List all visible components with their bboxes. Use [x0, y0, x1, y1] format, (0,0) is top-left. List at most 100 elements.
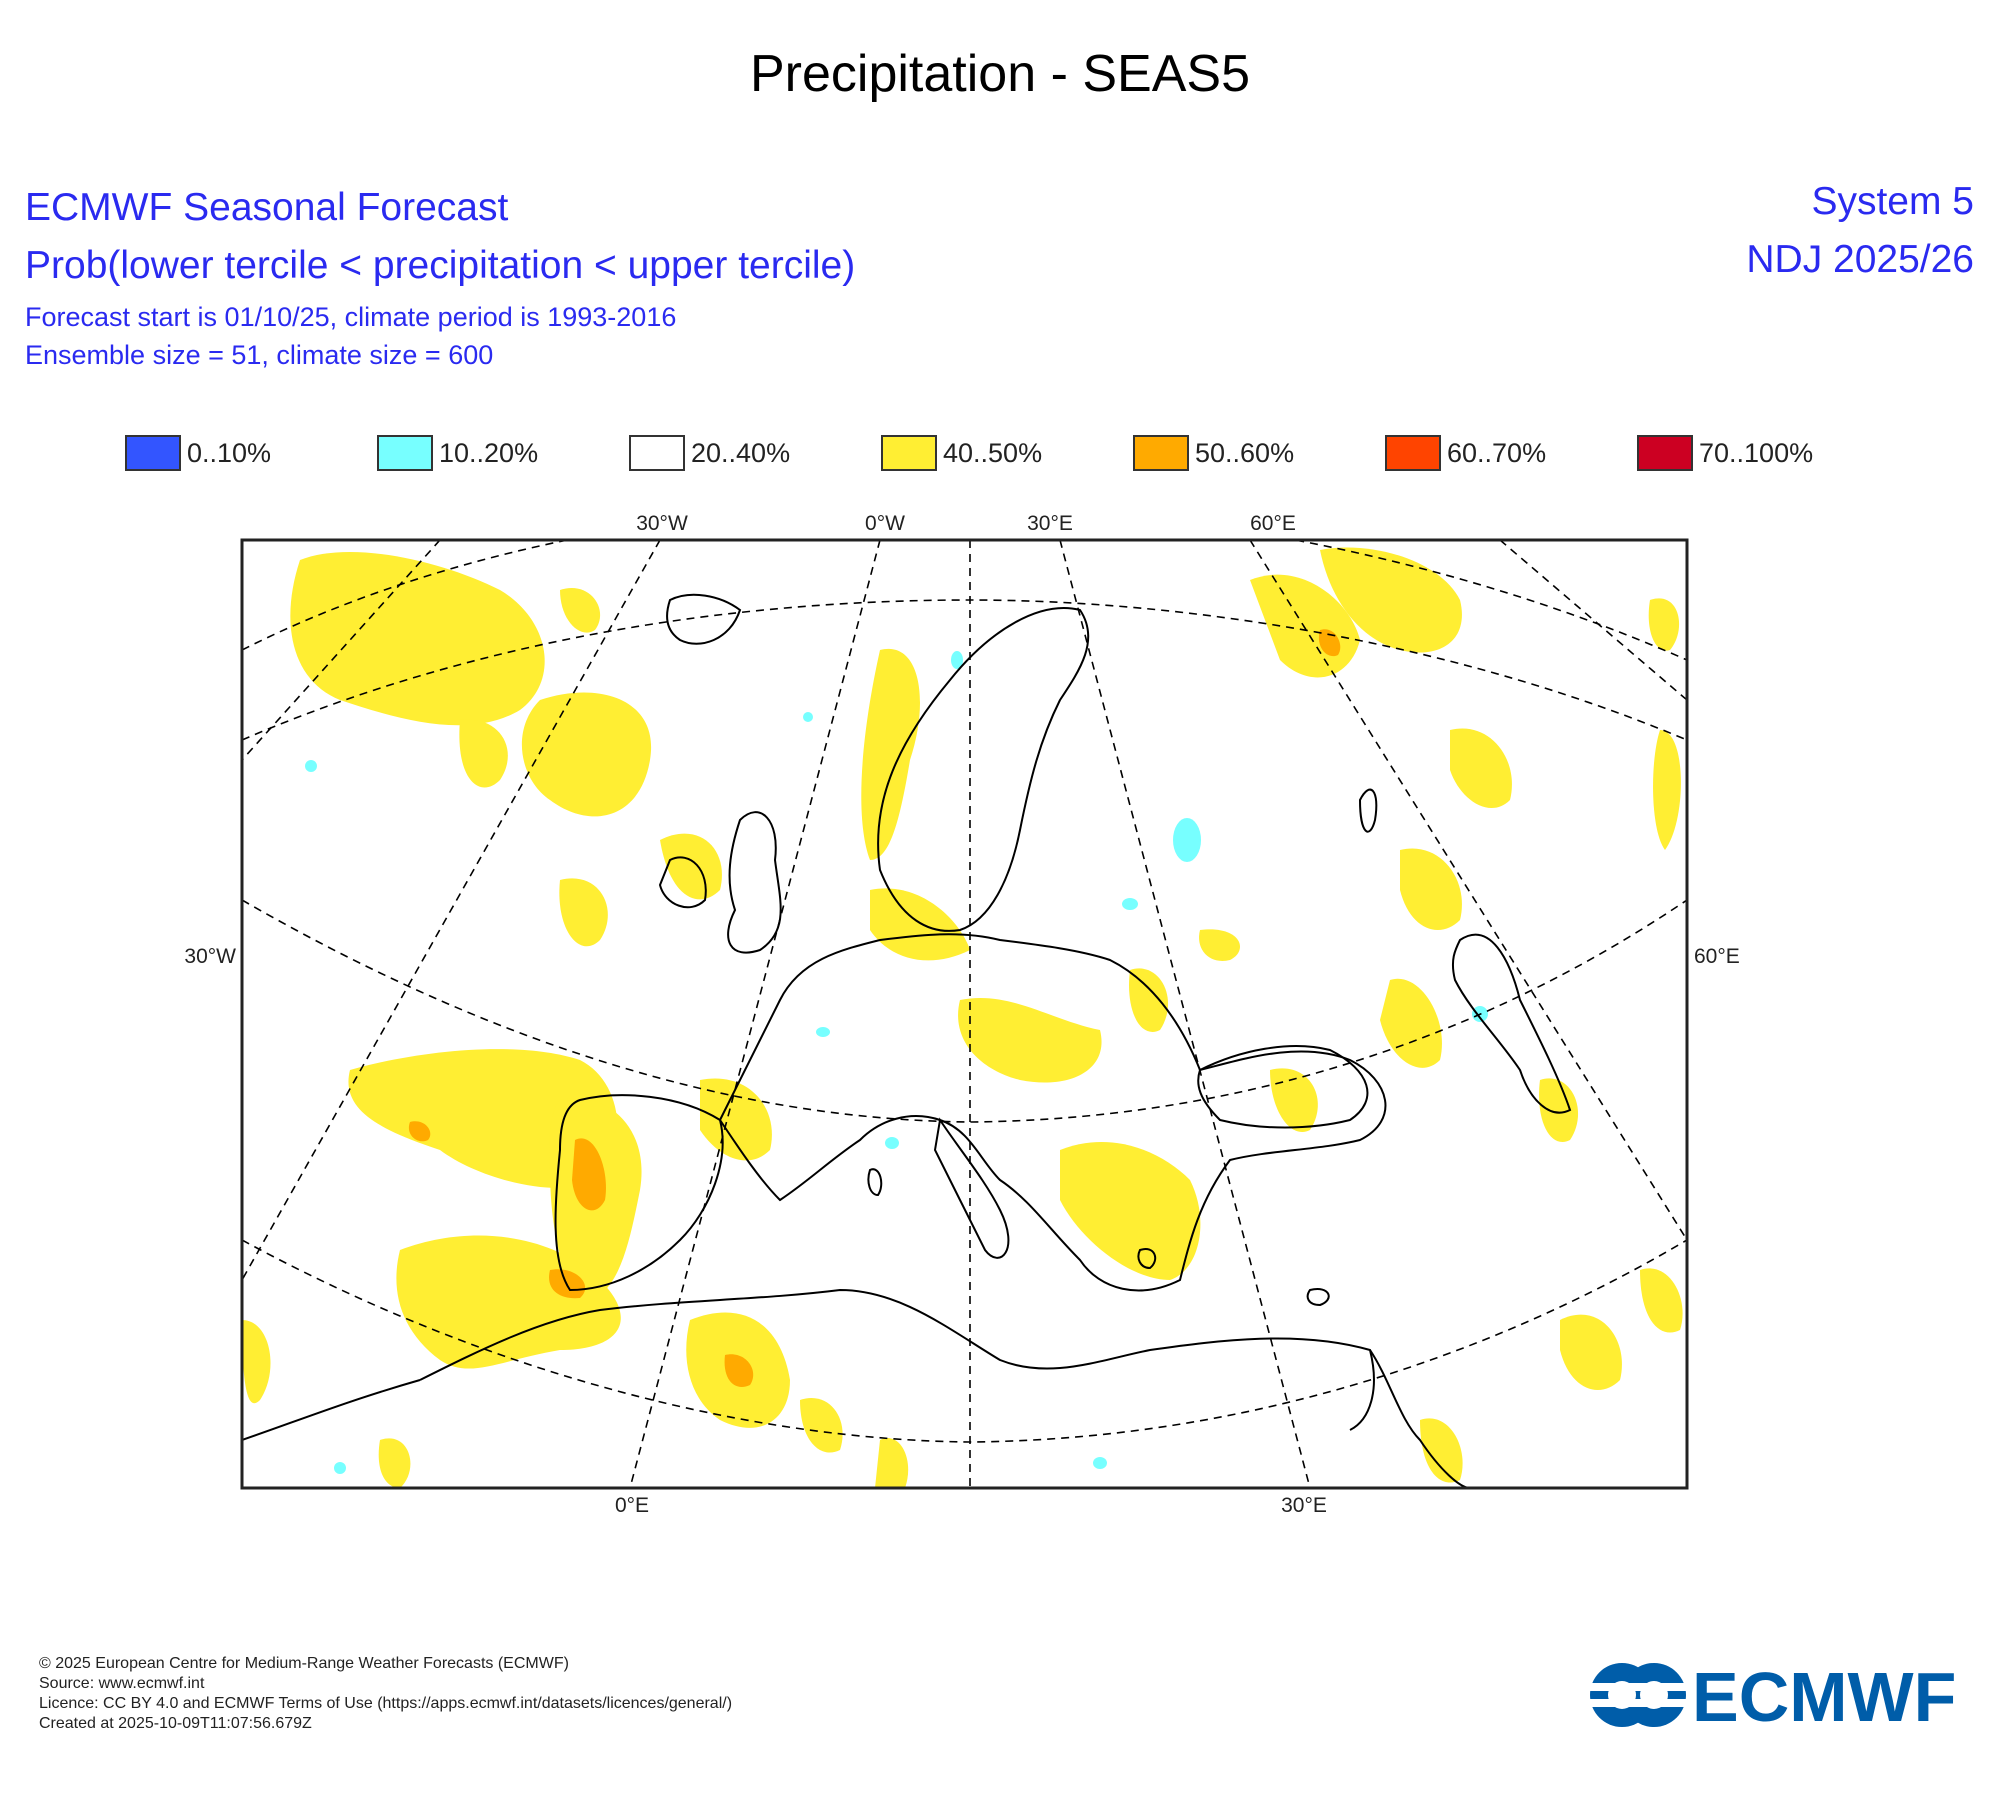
region-morocco	[396, 1235, 621, 1369]
region-denmark	[870, 888, 970, 961]
region-east-lobe	[1653, 730, 1681, 850]
low-ukraine	[1122, 898, 1138, 910]
low-france	[816, 1027, 830, 1037]
low-alps	[885, 1137, 899, 1149]
region-black-sea-south	[1539, 1078, 1579, 1142]
region-russia-east	[1400, 848, 1462, 930]
coast-italy	[933, 1117, 1010, 1259]
legend-swatch	[1385, 435, 1441, 471]
low-north-atlantic	[803, 712, 813, 722]
region-north-atlantic	[290, 551, 545, 726]
region-iran-north	[1640, 1268, 1683, 1333]
footer-licence: Licence: CC BY 4.0 and ECMWF Terms of Us…	[39, 1695, 733, 1712]
region-libya	[800, 1398, 843, 1453]
graticule-lat-30	[340, 1487, 1600, 1488]
ensemble-info: Ensemble size = 51, climate size = 600	[25, 340, 494, 370]
graticule-lat-70	[242, 540, 1687, 661]
period-label: NDJ 2025/26	[1746, 238, 1974, 281]
ecmwf-logo: ECMWF	[1588, 1658, 1956, 1735]
footer-copyright: © 2025 European Centre for Medium-Range …	[39, 1655, 569, 1672]
region-arabia	[1420, 1418, 1463, 1483]
label-left-30w: 30°W	[184, 945, 236, 968]
footer-created: Created at 2025-10-09T11:07:56.679Z	[39, 1715, 312, 1732]
label-top-30w: 30°W	[636, 512, 688, 535]
graticule-lon-30e	[1059, 540, 1311, 1488]
graticule-lat-50	[242, 899, 1687, 1123]
legend-swatch	[1133, 435, 1189, 471]
region-baltic-east	[1199, 929, 1240, 961]
region-russia-central	[1129, 968, 1169, 1032]
low-russia	[1173, 818, 1201, 862]
forecast-start-info: Forecast start is 01/10/25, climate peri…	[25, 302, 677, 332]
region-greenland-east	[560, 588, 601, 633]
region-central-europe	[958, 997, 1102, 1083]
low-baltic	[951, 651, 963, 669]
legend-item-10-20: 10..20%	[377, 433, 538, 473]
graticule-lon-0	[629, 540, 881, 1488]
label-right-60e: 60°E	[1694, 945, 1740, 968]
region-atlantic-south	[378, 1438, 411, 1488]
region-west-africa-coast	[242, 1320, 271, 1404]
coast-mediterranean-islands	[867, 1168, 1330, 1307]
legend-label: 40..50%	[943, 437, 1043, 468]
coast-north-africa	[419, 1288, 1375, 1431]
legend-item-20-40: 20..40%	[629, 433, 790, 473]
low-egypt	[1093, 1457, 1107, 1469]
legend-label: 50..60%	[1195, 437, 1295, 468]
coast-scandinavia	[877, 607, 1090, 932]
label-top-30e: 30°E	[1027, 512, 1073, 535]
region-east-edge	[1648, 598, 1680, 651]
region-kazakhstan	[1450, 728, 1512, 809]
graticule	[242, 540, 1687, 1488]
region-france	[700, 1078, 772, 1161]
legend-swatch	[1637, 435, 1693, 471]
coast-black-sea	[1197, 1045, 1369, 1129]
graticule-lon-60w	[242, 540, 441, 761]
coast-west-africa	[242, 1379, 421, 1441]
ecmwf-logo-mark	[1588, 1663, 1688, 1727]
legend-label: 70..100%	[1699, 437, 1814, 468]
region-caucasus	[1380, 978, 1442, 1068]
map-frame	[240, 538, 1689, 1490]
region-black-sea	[1270, 1068, 1318, 1132]
legend-item-70-100: 70..100%	[1637, 433, 1813, 473]
system-label: System 5	[1811, 180, 1974, 223]
graticule-lon-60e	[1249, 540, 1687, 1241]
label-top-0w: 0°W	[865, 512, 905, 535]
region-middle-east	[1560, 1314, 1622, 1390]
label-bottom-0e: 0°E	[615, 1494, 649, 1517]
region-balkans	[1060, 1141, 1201, 1280]
region-egypt	[875, 1438, 909, 1488]
coast-great-britain	[727, 811, 782, 954]
legend-label: 0..10%	[187, 437, 272, 468]
low-atlantic	[305, 760, 317, 772]
axis-labels: 30°W 0°W 30°E 60°E 30°W 60°E 0°E 30°E	[184, 512, 1739, 1517]
region-mid-atlantic	[521, 692, 652, 817]
prob-10-20-regions	[305, 651, 1488, 1474]
label-top-60e: 60°E	[1250, 512, 1296, 535]
page-title: Precipitation - SEAS5	[749, 45, 1251, 103]
legend-swatch	[377, 435, 433, 471]
legend-swatch	[125, 435, 181, 471]
legend-item-40-50: 40..50%	[881, 433, 1042, 473]
footer-source: Source: www.ecmwf.int	[39, 1675, 205, 1692]
coast-mainland	[718, 933, 1387, 1292]
label-bottom-30e: 30°E	[1281, 1494, 1327, 1517]
coast-caspian	[1451, 933, 1572, 1114]
legend-swatch	[629, 435, 685, 471]
high-algeria	[724, 1354, 754, 1387]
region-siberia-north	[1320, 547, 1462, 653]
coast-ireland	[658, 856, 707, 909]
region-atlantic-patch	[459, 719, 508, 788]
region-ireland	[660, 833, 722, 900]
legend-item-0-10: 0..10%	[125, 433, 271, 473]
legend-item-60-70: 60..70%	[1385, 433, 1546, 473]
legend-label: 60..70%	[1447, 437, 1547, 468]
coastlines	[242, 593, 1572, 1488]
legend-item-50-60: 50..60%	[1133, 433, 1294, 473]
graticule-lon-30w	[242, 540, 661, 1281]
coast-iceland	[666, 593, 742, 645]
legend-label: 10..20%	[439, 437, 539, 468]
low-west-africa	[334, 1462, 346, 1474]
region-norway	[861, 648, 920, 860]
